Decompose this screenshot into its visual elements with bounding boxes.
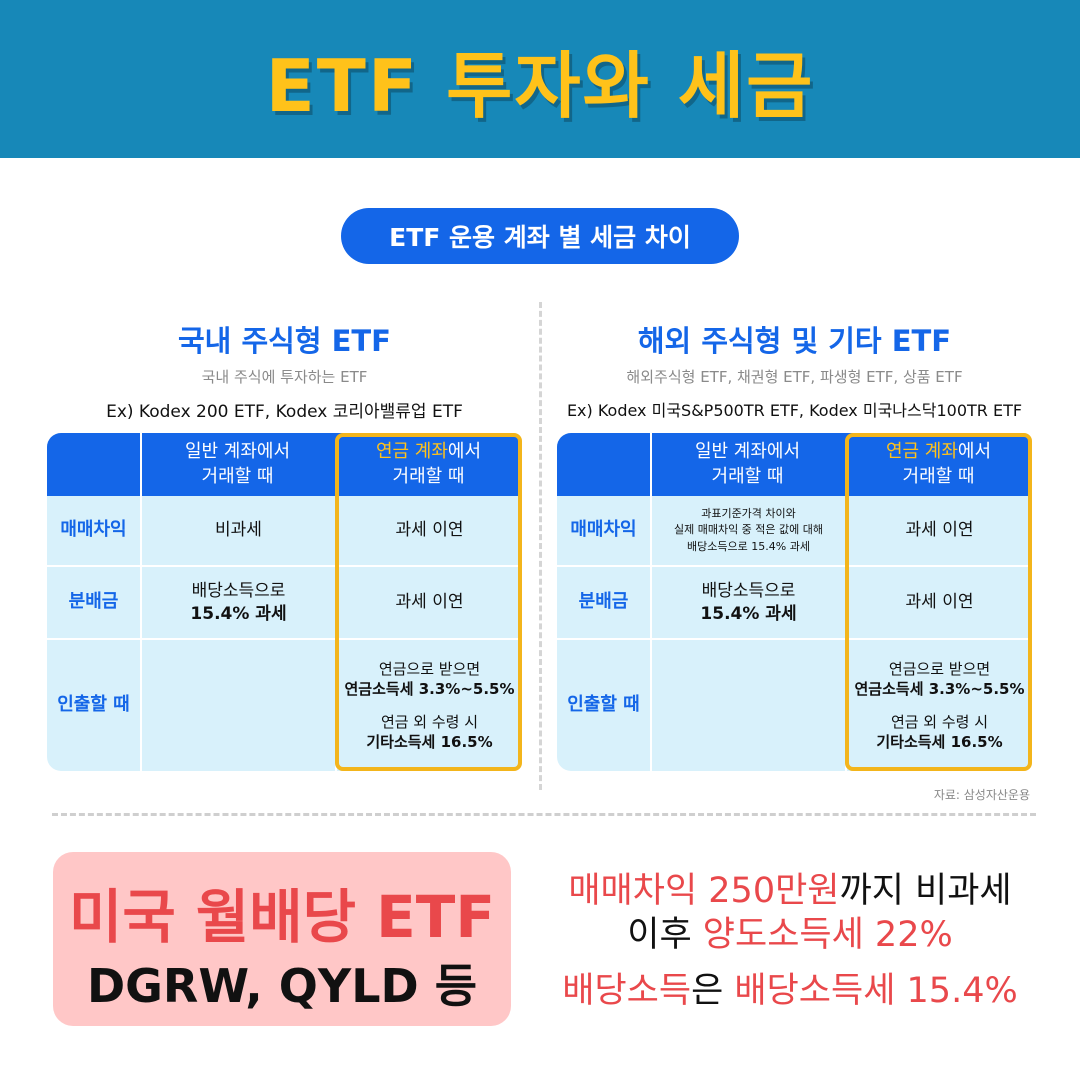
us-tax-line1: 매매차익 250만원까지 비과세: [530, 862, 1050, 913]
domestic-example: Ex) Kodex 200 ETF, Kodex 코리아밸류업 ETF: [106, 402, 463, 422]
col-pension-header: 연금 계좌에서 거래할 때: [335, 433, 522, 496]
grid-line: [140, 433, 142, 771]
header-banner: ETF 투자와 세금: [0, 0, 1080, 158]
grid-line: [557, 565, 1032, 567]
us-etf-box: [53, 852, 511, 1026]
grid-line: [47, 565, 522, 567]
table-header: [557, 433, 1032, 496]
vertical-divider: [539, 302, 542, 790]
overseas-table: 일반 계좌에서 거래할 때 연금 계좌에서 거래할 때 매매차익 분배금 인출할…: [557, 433, 1032, 771]
row-label-dist: 분배금: [68, 591, 119, 613]
dividend-income: 배당소득: [562, 971, 692, 1011]
us-tax-line3: 배당소득은 배당소득세 15.4%: [530, 962, 1050, 1013]
grid-line: [557, 638, 1032, 640]
capital-gains-tax: 양도소득세 22%: [702, 915, 953, 955]
dividend-tax: 배당소득세 15.4%: [734, 971, 1018, 1011]
us-tax-line2: 이후 양도소득세 22%: [530, 906, 1050, 957]
col-general-line1: 일반 계좌에서: [184, 441, 291, 463]
horizontal-divider: [52, 813, 1036, 816]
overseas-dist-pension: 과세 이연: [905, 592, 974, 613]
col-general-header: 일반 계좌에서 거래할 때: [140, 433, 335, 496]
withdraw-line1: 연금으로 받으면: [378, 660, 481, 678]
domestic-withdraw-pension: 연금으로 받으면 연금소득세 3.3%~5.5% 연금 외 수령 시 기타소득세…: [337, 640, 522, 771]
withdraw-line4: 기타소득세 16.5%: [366, 732, 493, 751]
table-header: [47, 433, 522, 496]
dist-line1: 배당소득으로: [191, 580, 286, 601]
grid-line: [650, 433, 652, 771]
row-label-withdraw: 인출할 때: [57, 694, 130, 716]
withdraw-line2: 연금소득세 3.3%~5.5%: [854, 680, 1025, 699]
trade-line3: 배당소득으로 15.4% 과세: [687, 539, 810, 553]
row-label-dist: 분배금: [578, 591, 629, 613]
particle-text: 은: [691, 971, 735, 1011]
trade-line2: 실제 매매차익 중 적은 값에 대해: [673, 523, 824, 537]
pension-highlight: 연금 계좌: [885, 441, 958, 463]
overseas-title: 해외 주식형 및 기타 ETF: [637, 324, 952, 358]
tax-free-text: 까지 비과세: [839, 871, 1012, 911]
dist-line1: 배당소득으로: [701, 580, 796, 601]
page-title: ETF 투자와 세금: [265, 43, 815, 128]
dist-line2: 15.4% 과세: [700, 603, 797, 624]
us-etf-title: 미국 월배당 ETF: [69, 883, 495, 951]
domestic-subtitle: 국내 주식에 투자하는 ETF: [201, 368, 368, 386]
pension-rest: 에서: [447, 441, 482, 463]
after-text: 이후: [627, 915, 703, 955]
overseas-dist-general: 배당소득으로 15.4% 과세: [652, 567, 845, 638]
col-pension-line1: 연금 계좌에서: [376, 440, 481, 464]
col-pension-header: 연금 계좌에서 거래할 때: [845, 433, 1032, 496]
pension-column-outline: [335, 433, 522, 771]
overseas-trade-general: 과표기준가격 차이와 실제 매매차익 중 적은 값에 대해 배당소득으로 15.…: [652, 496, 845, 565]
domestic-dist-general: 배당소득으로 15.4% 과세: [142, 567, 335, 638]
overseas-example: Ex) Kodex 미국S&P500TR ETF, Kodex 미국나스닥100…: [566, 401, 1023, 420]
pension-rest: 에서: [957, 441, 992, 463]
withdraw-line2: 연금소득세 3.3%~5.5%: [344, 680, 515, 699]
col-pension-line2: 거래할 때: [392, 465, 465, 487]
domestic-dist-pension: 과세 이연: [395, 592, 464, 613]
withdraw-line3: 연금 외 수령 시: [890, 712, 989, 731]
col-pension-line1: 연금 계좌에서: [886, 440, 991, 464]
pension-highlight: 연금 계좌: [375, 441, 448, 463]
domestic-trade-general: 비과세: [215, 520, 262, 541]
domestic-table: 일반 계좌에서 거래할 때 연금 계좌에서 거래할 때 매매차익 분배금 인출할…: [47, 433, 522, 771]
section-pill: ETF 운용 계좌 별 세금 차이: [341, 208, 739, 264]
col-general-header: 일반 계좌에서 거래할 때: [650, 433, 845, 496]
trade-line1: 과표기준가격 차이와: [701, 506, 796, 520]
col-general-line2: 거래할 때: [201, 465, 274, 487]
withdraw-line4: 기타소득세 16.5%: [876, 732, 1003, 751]
source-note: 자료: 삼성자산운용: [933, 788, 1030, 802]
col-pension-line2: 거래할 때: [902, 465, 975, 487]
overseas-trade-pension: 과세 이연: [905, 520, 974, 541]
trade-gain-limit: 매매차익 250만원: [568, 871, 840, 911]
withdraw-line1: 연금으로 받으면: [888, 660, 991, 678]
row-label-withdraw: 인출할 때: [567, 694, 640, 716]
overseas-withdraw-pension: 연금으로 받으면 연금소득세 3.3%~5.5% 연금 외 수령 시 기타소득세…: [847, 640, 1032, 771]
pension-column-outline: [845, 433, 1032, 771]
withdraw-line3: 연금 외 수령 시: [380, 712, 479, 731]
grid-line: [47, 638, 522, 640]
us-etf-tickers: DGRW, QYLD 등: [86, 959, 478, 1013]
row-label-trade: 매매차익: [570, 519, 637, 541]
domestic-trade-pension: 과세 이연: [395, 520, 464, 541]
row-label-trade: 매매차익: [60, 519, 127, 541]
col-general-line1: 일반 계좌에서: [694, 441, 801, 463]
domestic-title: 국내 주식형 ETF: [178, 324, 391, 358]
dist-line2: 15.4% 과세: [190, 603, 287, 624]
col-general-line2: 거래할 때: [711, 465, 784, 487]
overseas-subtitle: 해외주식형 ETF, 채권형 ETF, 파생형 ETF, 상품 ETF: [626, 368, 963, 386]
